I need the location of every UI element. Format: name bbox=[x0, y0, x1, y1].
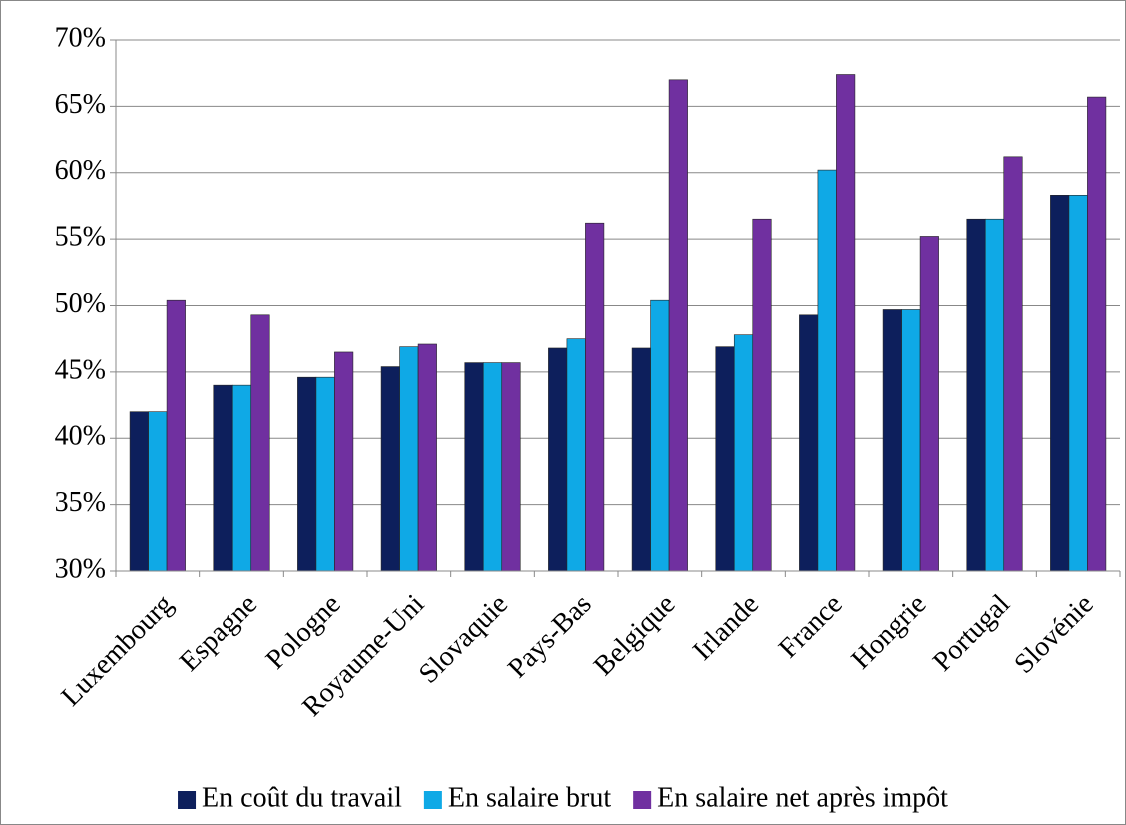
x-tick-label: Pays-Bas bbox=[502, 589, 598, 685]
bar bbox=[836, 74, 856, 572]
bar bbox=[501, 362, 521, 572]
bar bbox=[482, 362, 503, 572]
bar bbox=[799, 314, 819, 572]
bar bbox=[1068, 195, 1088, 572]
bar bbox=[668, 79, 688, 572]
bar bbox=[566, 338, 586, 572]
bar bbox=[919, 236, 939, 572]
bar bbox=[129, 411, 149, 572]
legend-swatch bbox=[633, 791, 652, 809]
bar bbox=[1050, 195, 1070, 572]
bar bbox=[752, 218, 772, 572]
legend-label: En coût du travail bbox=[202, 782, 402, 813]
bar bbox=[231, 384, 252, 572]
legend-swatch bbox=[423, 791, 442, 809]
bar bbox=[417, 343, 437, 572]
bar bbox=[250, 314, 270, 572]
x-tick-label: Irlande bbox=[687, 589, 765, 667]
legend-label: En salaire brut bbox=[448, 782, 611, 813]
y-tick-label: 40% bbox=[55, 421, 106, 452]
bar bbox=[1087, 96, 1107, 572]
x-tick-label: Luxembourg bbox=[55, 589, 179, 713]
y-tick-label: 65% bbox=[55, 89, 106, 120]
bar bbox=[548, 347, 568, 572]
bar bbox=[817, 169, 837, 572]
bar bbox=[334, 351, 354, 572]
y-tick-label: 50% bbox=[55, 288, 106, 319]
bar bbox=[1003, 156, 1023, 572]
bar bbox=[464, 362, 484, 572]
bar bbox=[966, 218, 986, 572]
y-tick-label: 55% bbox=[55, 222, 106, 253]
x-tick-label: France bbox=[773, 589, 849, 665]
bar bbox=[733, 334, 754, 572]
y-tick-label: 60% bbox=[55, 155, 106, 186]
legend-swatch bbox=[178, 791, 197, 809]
bar bbox=[380, 366, 400, 572]
legend-label: En salaire net après impôt bbox=[657, 782, 948, 813]
x-tick-label: Espagne bbox=[174, 589, 263, 678]
y-tick-label: 70% bbox=[55, 22, 106, 53]
bar bbox=[148, 411, 168, 572]
bar bbox=[882, 309, 902, 572]
x-tick-label: Belgique bbox=[588, 589, 681, 682]
y-tick-label: 45% bbox=[55, 354, 106, 385]
bar bbox=[715, 346, 735, 572]
bar bbox=[297, 376, 317, 572]
x-tick-label: Slovaquie bbox=[413, 589, 514, 690]
x-tick-label: Slovénie bbox=[1008, 589, 1099, 680]
bar bbox=[399, 346, 419, 572]
bar bbox=[585, 222, 605, 572]
y-tick-label: 35% bbox=[55, 487, 106, 518]
bar bbox=[315, 376, 335, 572]
bar bbox=[901, 309, 921, 572]
bar bbox=[213, 384, 233, 572]
x-tick-label: Portugal bbox=[927, 588, 1016, 677]
bar bbox=[166, 299, 186, 572]
y-tick-label: 30% bbox=[55, 553, 106, 584]
bar bbox=[984, 218, 1005, 572]
x-tick-label: Hongrie bbox=[846, 589, 933, 676]
bar bbox=[650, 299, 670, 572]
bar bbox=[631, 347, 651, 572]
